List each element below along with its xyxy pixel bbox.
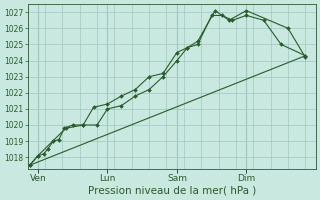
X-axis label: Pression niveau de la mer( hPa ): Pression niveau de la mer( hPa )	[88, 186, 256, 196]
